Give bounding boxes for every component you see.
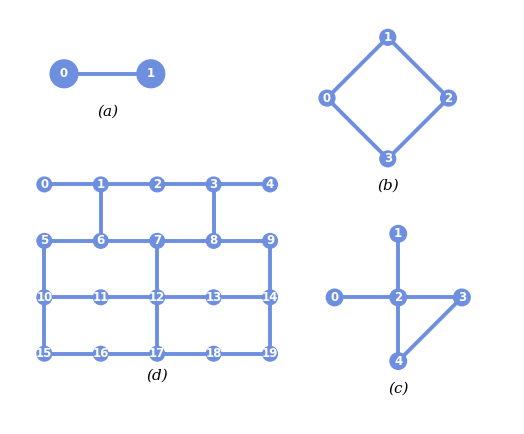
Text: 0: 0 [323,92,331,105]
Text: 16: 16 [93,347,109,360]
Circle shape [263,177,277,192]
Circle shape [390,353,407,369]
Text: 6: 6 [96,234,105,247]
Text: 1: 1 [394,227,402,240]
Circle shape [206,233,221,248]
Circle shape [326,289,343,306]
Text: (a): (a) [97,105,118,119]
Circle shape [206,177,221,192]
Text: (d): (d) [146,369,168,383]
Text: 2: 2 [444,92,453,105]
Circle shape [263,290,277,305]
Circle shape [206,290,221,305]
Text: 5: 5 [40,234,48,247]
Text: 3: 3 [210,178,217,191]
Circle shape [93,290,108,305]
Circle shape [150,233,165,248]
Text: (b): (b) [377,178,399,192]
Circle shape [37,177,52,192]
Text: 15: 15 [36,347,52,360]
Text: 9: 9 [266,234,274,247]
Text: 7: 7 [153,234,161,247]
Text: 0: 0 [60,67,68,80]
Text: 0: 0 [331,291,339,304]
Circle shape [37,290,52,305]
Circle shape [441,90,456,106]
Circle shape [50,60,78,88]
Text: 17: 17 [149,347,166,360]
Text: 14: 14 [262,291,278,304]
Circle shape [150,177,165,192]
Text: 1: 1 [97,178,105,191]
Text: 1: 1 [147,67,155,80]
Text: 13: 13 [205,291,222,304]
Circle shape [150,290,165,305]
Circle shape [390,289,407,306]
Text: 0: 0 [40,178,48,191]
Circle shape [93,346,108,361]
Text: 12: 12 [149,291,166,304]
Text: 2: 2 [394,291,402,304]
Circle shape [263,346,277,361]
Circle shape [380,30,396,45]
Circle shape [37,346,52,361]
Text: 4: 4 [266,178,274,191]
Circle shape [137,60,165,88]
Text: 1: 1 [384,31,392,44]
Circle shape [319,90,335,106]
Circle shape [93,233,108,248]
Circle shape [93,177,108,192]
Circle shape [390,226,407,242]
Circle shape [380,151,396,167]
Text: 3: 3 [458,291,466,304]
Text: 10: 10 [36,291,52,304]
Circle shape [263,233,277,248]
Text: 18: 18 [205,347,222,360]
Text: 2: 2 [153,178,161,191]
Text: 19: 19 [262,347,278,360]
Circle shape [454,289,470,306]
Text: 3: 3 [384,152,392,165]
Text: (c): (c) [388,382,409,396]
Text: 11: 11 [93,291,109,304]
Circle shape [37,233,52,248]
Text: 4: 4 [394,355,402,368]
Text: 8: 8 [210,234,218,247]
Circle shape [206,346,221,361]
Circle shape [150,346,165,361]
